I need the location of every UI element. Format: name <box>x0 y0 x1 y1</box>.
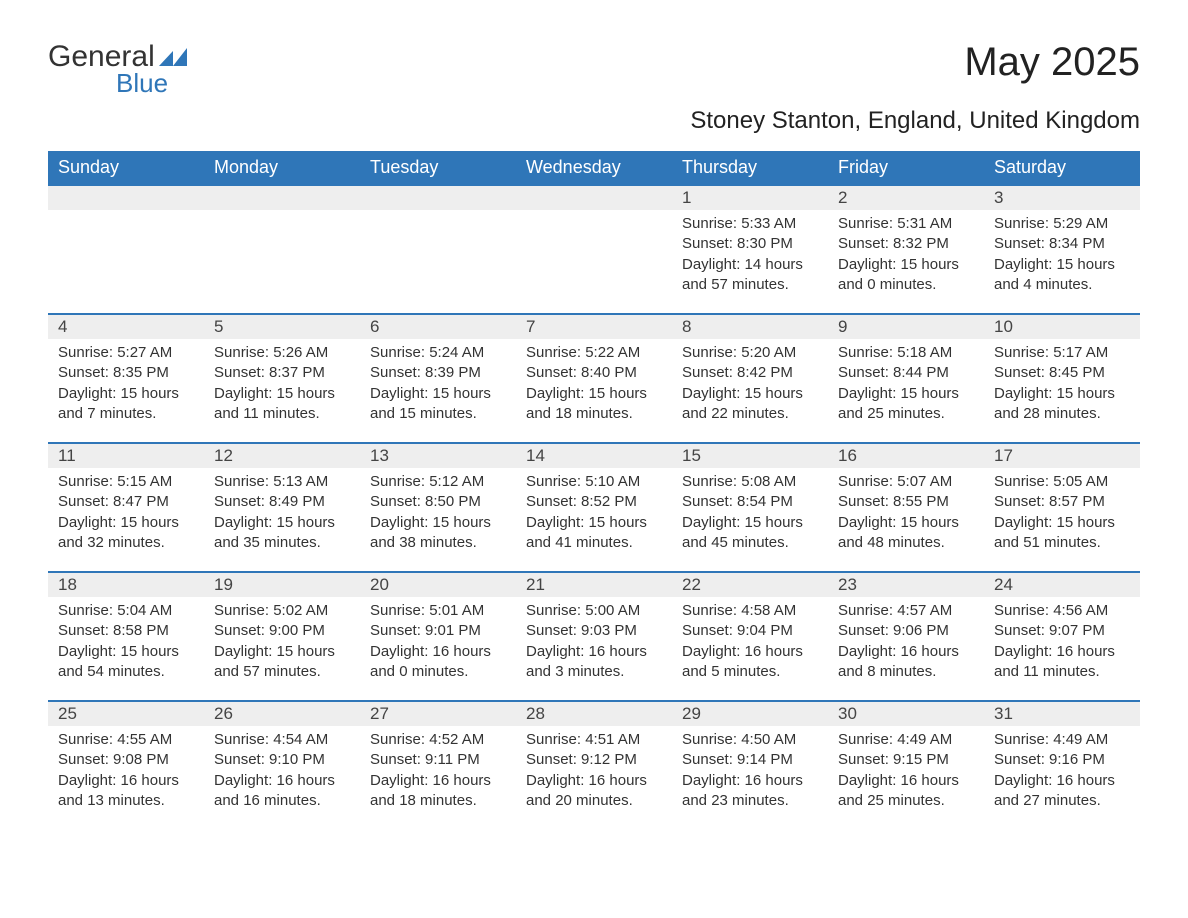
day-content-cell: Sunrise: 5:01 AMSunset: 9:01 PMDaylight:… <box>360 597 516 701</box>
day-content-cell: Sunrise: 5:31 AMSunset: 8:32 PMDaylight:… <box>828 210 984 314</box>
day-content-row: Sunrise: 5:27 AMSunset: 8:35 PMDaylight:… <box>48 339 1140 443</box>
day-content-cell: Sunrise: 4:57 AMSunset: 9:06 PMDaylight:… <box>828 597 984 701</box>
day-number-cell: 24 <box>984 572 1140 597</box>
day-number-cell: 18 <box>48 572 204 597</box>
day-content-cell: Sunrise: 4:55 AMSunset: 9:08 PMDaylight:… <box>48 726 204 829</box>
day-number-cell: 31 <box>984 701 1140 726</box>
day-content-cell: Sunrise: 4:49 AMSunset: 9:16 PMDaylight:… <box>984 726 1140 829</box>
day-number-cell: 30 <box>828 701 984 726</box>
day-content-cell: Sunrise: 5:27 AMSunset: 8:35 PMDaylight:… <box>48 339 204 443</box>
day-content-cell: Sunrise: 4:52 AMSunset: 9:11 PMDaylight:… <box>360 726 516 829</box>
day-content-row: Sunrise: 5:15 AMSunset: 8:47 PMDaylight:… <box>48 468 1140 572</box>
day-number-cell: 29 <box>672 701 828 726</box>
day-content-row: Sunrise: 4:55 AMSunset: 9:08 PMDaylight:… <box>48 726 1140 829</box>
day-content-cell: Sunrise: 5:15 AMSunset: 8:47 PMDaylight:… <box>48 468 204 572</box>
day-content-cell: Sunrise: 5:07 AMSunset: 8:55 PMDaylight:… <box>828 468 984 572</box>
weekday-header-row: SundayMondayTuesdayWednesdayThursdayFrid… <box>48 151 1140 185</box>
calendar-table: SundayMondayTuesdayWednesdayThursdayFrid… <box>48 151 1140 829</box>
day-content-cell <box>360 210 516 314</box>
day-content-row: Sunrise: 5:33 AMSunset: 8:30 PMDaylight:… <box>48 210 1140 314</box>
day-content-cell <box>48 210 204 314</box>
header: General Blue May 2025 <box>48 40 1140 99</box>
day-number-row: 18192021222324 <box>48 572 1140 597</box>
day-number-row: 25262728293031 <box>48 701 1140 726</box>
day-content-cell: Sunrise: 4:54 AMSunset: 9:10 PMDaylight:… <box>204 726 360 829</box>
day-content-cell: Sunrise: 5:08 AMSunset: 8:54 PMDaylight:… <box>672 468 828 572</box>
day-content-cell: Sunrise: 5:04 AMSunset: 8:58 PMDaylight:… <box>48 597 204 701</box>
day-number-cell: 7 <box>516 314 672 339</box>
day-content-cell: Sunrise: 4:49 AMSunset: 9:15 PMDaylight:… <box>828 726 984 829</box>
day-number-cell: 10 <box>984 314 1140 339</box>
day-content-cell <box>516 210 672 314</box>
day-number-cell: 21 <box>516 572 672 597</box>
logo-flag-icon <box>159 48 187 66</box>
day-content-cell <box>204 210 360 314</box>
day-content-cell: Sunrise: 4:51 AMSunset: 9:12 PMDaylight:… <box>516 726 672 829</box>
day-number-cell: 12 <box>204 443 360 468</box>
day-content-cell: Sunrise: 5:26 AMSunset: 8:37 PMDaylight:… <box>204 339 360 443</box>
day-number-cell: 9 <box>828 314 984 339</box>
weekday-header: Friday <box>828 151 984 185</box>
day-number-cell: 22 <box>672 572 828 597</box>
day-content-cell: Sunrise: 5:22 AMSunset: 8:40 PMDaylight:… <box>516 339 672 443</box>
day-number-row: 123 <box>48 185 1140 210</box>
day-number-cell: 13 <box>360 443 516 468</box>
day-number-row: 45678910 <box>48 314 1140 339</box>
day-number-cell: 27 <box>360 701 516 726</box>
location-subtitle: Stoney Stanton, England, United Kingdom <box>48 107 1140 135</box>
day-number-cell: 19 <box>204 572 360 597</box>
day-number-cell: 8 <box>672 314 828 339</box>
day-content-cell: Sunrise: 5:10 AMSunset: 8:52 PMDaylight:… <box>516 468 672 572</box>
day-content-cell: Sunrise: 5:02 AMSunset: 9:00 PMDaylight:… <box>204 597 360 701</box>
day-content-cell: Sunrise: 5:00 AMSunset: 9:03 PMDaylight:… <box>516 597 672 701</box>
day-number-cell: 5 <box>204 314 360 339</box>
day-content-cell: Sunrise: 4:50 AMSunset: 9:14 PMDaylight:… <box>672 726 828 829</box>
day-content-cell: Sunrise: 5:13 AMSunset: 8:49 PMDaylight:… <box>204 468 360 572</box>
weekday-header: Monday <box>204 151 360 185</box>
day-number-cell: 14 <box>516 443 672 468</box>
day-number-cell: 16 <box>828 443 984 468</box>
day-number-cell: 4 <box>48 314 204 339</box>
day-content-cell: Sunrise: 5:05 AMSunset: 8:57 PMDaylight:… <box>984 468 1140 572</box>
day-number-cell: 2 <box>828 185 984 210</box>
day-content-cell: Sunrise: 4:56 AMSunset: 9:07 PMDaylight:… <box>984 597 1140 701</box>
weekday-header: Saturday <box>984 151 1140 185</box>
day-content-cell: Sunrise: 4:58 AMSunset: 9:04 PMDaylight:… <box>672 597 828 701</box>
day-number-cell: 15 <box>672 443 828 468</box>
weekday-header: Sunday <box>48 151 204 185</box>
day-number-cell <box>360 185 516 210</box>
day-number-cell: 28 <box>516 701 672 726</box>
day-number-cell: 26 <box>204 701 360 726</box>
logo-text-blue: Blue <box>116 68 168 99</box>
day-content-cell: Sunrise: 5:29 AMSunset: 8:34 PMDaylight:… <box>984 210 1140 314</box>
day-content-cell: Sunrise: 5:20 AMSunset: 8:42 PMDaylight:… <box>672 339 828 443</box>
day-number-cell <box>516 185 672 210</box>
weekday-header: Tuesday <box>360 151 516 185</box>
day-number-cell <box>48 185 204 210</box>
day-content-cell: Sunrise: 5:33 AMSunset: 8:30 PMDaylight:… <box>672 210 828 314</box>
logo: General Blue <box>48 40 187 99</box>
day-number-cell: 25 <box>48 701 204 726</box>
day-content-cell: Sunrise: 5:18 AMSunset: 8:44 PMDaylight:… <box>828 339 984 443</box>
day-number-cell: 20 <box>360 572 516 597</box>
day-content-row: Sunrise: 5:04 AMSunset: 8:58 PMDaylight:… <box>48 597 1140 701</box>
day-number-cell <box>204 185 360 210</box>
day-number-cell: 17 <box>984 443 1140 468</box>
day-number-cell: 23 <box>828 572 984 597</box>
weekday-header: Thursday <box>672 151 828 185</box>
day-number-cell: 11 <box>48 443 204 468</box>
day-number-cell: 3 <box>984 185 1140 210</box>
page-title: May 2025 <box>964 40 1140 85</box>
day-number-cell: 6 <box>360 314 516 339</box>
day-content-cell: Sunrise: 5:17 AMSunset: 8:45 PMDaylight:… <box>984 339 1140 443</box>
day-number-row: 11121314151617 <box>48 443 1140 468</box>
weekday-header: Wednesday <box>516 151 672 185</box>
day-content-cell: Sunrise: 5:24 AMSunset: 8:39 PMDaylight:… <box>360 339 516 443</box>
day-number-cell: 1 <box>672 185 828 210</box>
day-content-cell: Sunrise: 5:12 AMSunset: 8:50 PMDaylight:… <box>360 468 516 572</box>
